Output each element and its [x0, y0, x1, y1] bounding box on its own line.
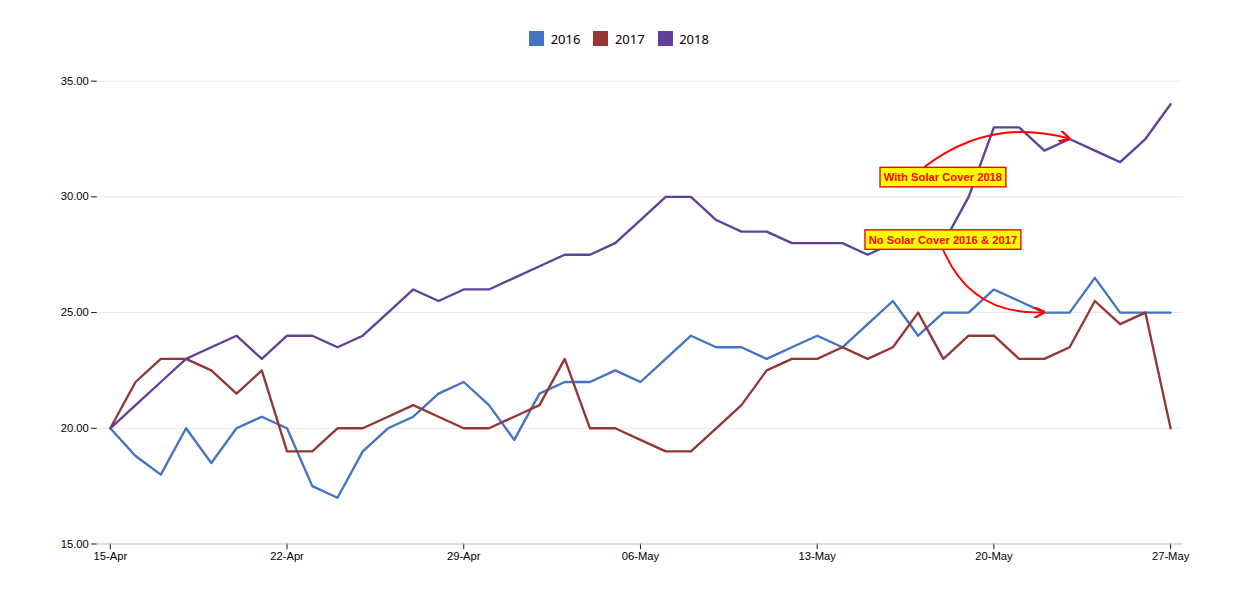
- svg-text:20-May: 20-May: [975, 550, 1013, 562]
- svg-text:35.00: 35.00: [61, 74, 89, 86]
- svg-text:22-Apr: 22-Apr: [270, 550, 304, 562]
- html-text:2016: 2016: [550, 29, 581, 48]
- svg-text:15-Apr: 15-Apr: [93, 550, 127, 562]
- svg-text:27-May: 27-May: [1152, 550, 1190, 562]
- html-text:2018: 2018: [679, 29, 709, 48]
- svg-text:13-May: 13-May: [798, 550, 836, 562]
- svg-text:30.00: 30.00: [61, 190, 89, 202]
- svg-text:29-Apr: 29-Apr: [447, 550, 481, 562]
- svg-text:No Solar Cover 2016 & 2017: No Solar Cover 2016 & 2017: [869, 233, 1017, 245]
- svg-text:06-May: 06-May: [622, 550, 660, 562]
- html-text:2017: 2017: [614, 29, 645, 48]
- svg-text:With Solar Cover 2018: With Solar Cover 2018: [884, 171, 1002, 183]
- svg-text:20.00: 20.00: [61, 421, 89, 433]
- svg-text:25.00: 25.00: [61, 306, 89, 318]
- svg-text:15.00: 15.00: [61, 537, 89, 549]
